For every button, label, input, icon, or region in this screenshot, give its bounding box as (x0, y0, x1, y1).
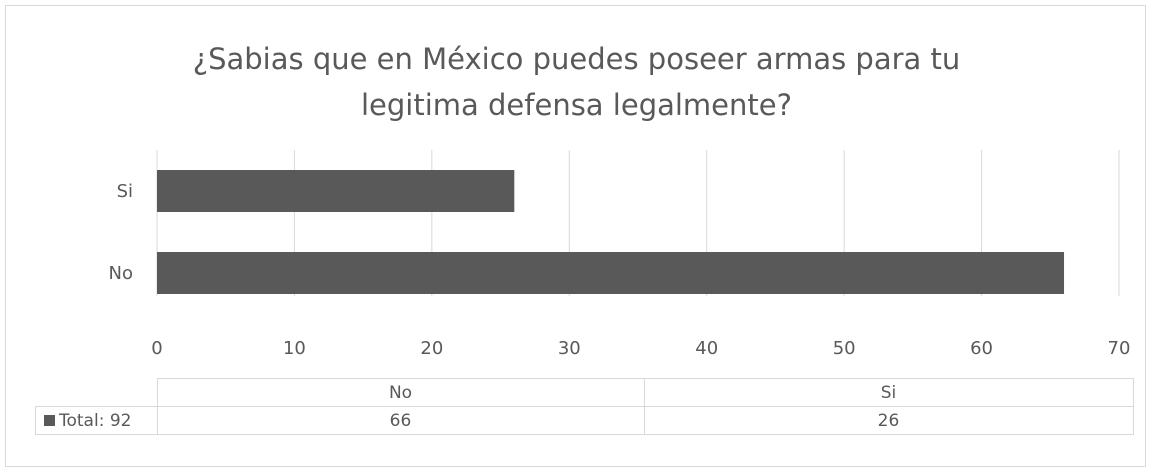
y-category-label: Si (117, 181, 133, 202)
x-tick-label: 50 (833, 338, 856, 359)
bar-no (157, 252, 1065, 294)
data-table-col-header-no: No (156, 378, 645, 407)
bar-si (157, 170, 515, 212)
chart-title: ¿Sabias que en México puedes poseer arma… (0, 36, 1153, 128)
x-tick-label: 60 (970, 338, 993, 359)
data-table-row-label: Total: 92 (59, 410, 132, 431)
data-table-corner (36, 379, 158, 407)
x-tick-label: 0 (151, 338, 162, 359)
chart-title-line-1: ¿Sabias que en México puedes poseer arma… (192, 42, 961, 76)
y-category-label: No (109, 263, 133, 284)
data-table-cell-si: 26 (643, 406, 1134, 435)
chart-title-line-2: legitima defensa legalmente? (360, 88, 793, 122)
x-tick-label: 70 (1108, 338, 1131, 359)
x-tick-label: 10 (283, 338, 306, 359)
data-table-col-header-si: Si (643, 378, 1134, 407)
x-tick-label: 30 (558, 338, 581, 359)
x-tick-label: 20 (420, 338, 443, 359)
data-table-row: Total: 92 66 26 (35, 406, 1134, 435)
x-tick-label: 40 (695, 338, 718, 359)
data-table-header-row: No Si (36, 378, 1134, 407)
legend-swatch-icon (44, 414, 55, 426)
data-table: No Si Total: 92 66 26 (35, 378, 1134, 435)
data-table-row-header: Total: 92 (35, 406, 158, 435)
data-table-cell-no: 66 (156, 406, 645, 435)
